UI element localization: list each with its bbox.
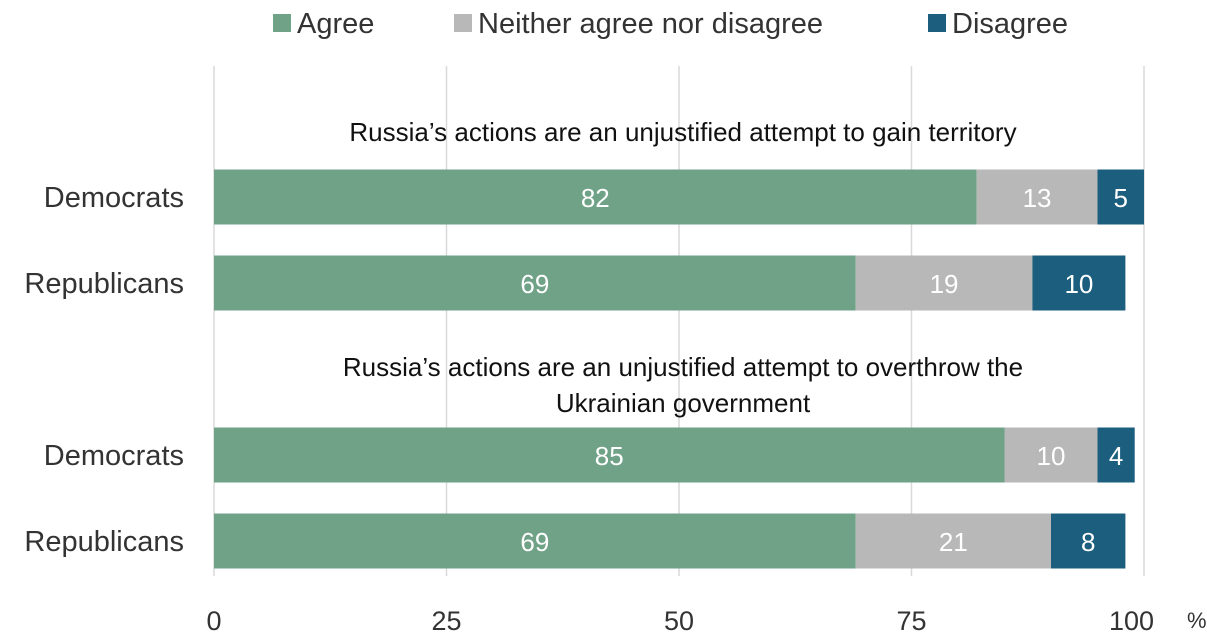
bar-segment-neither-agree-nor-disagree xyxy=(1004,427,1098,483)
bar-segment-agree xyxy=(214,427,1005,483)
legend-label: Neither agree nor disagree xyxy=(478,8,823,40)
x-tick-label: 75 xyxy=(896,606,926,634)
bar-segment-neither-agree-nor-disagree xyxy=(855,255,1033,311)
data-label: 10 xyxy=(1064,269,1093,299)
data-label: 82 xyxy=(581,183,610,213)
data-label: 21 xyxy=(939,527,968,557)
data-label: 19 xyxy=(930,269,959,299)
grid-layer xyxy=(213,66,1145,576)
data-label: 5 xyxy=(1114,183,1128,213)
bar-segment-agree xyxy=(214,169,977,225)
data-label: 10 xyxy=(1037,441,1066,471)
category-labels: Democrats Republicans Democrats Republicans xyxy=(24,182,184,558)
bar-segment-disagree xyxy=(1051,513,1126,569)
bars-layer: 82 13 5 69 19 10 85 10 4 69 21 8 xyxy=(214,169,1144,569)
x-tick-label: 50 xyxy=(664,606,694,634)
category-label: Democrats xyxy=(44,182,184,214)
data-label: 85 xyxy=(595,441,624,471)
group-titles: Russia’s actions are an unjustified atte… xyxy=(343,117,1023,418)
category-label: Democrats xyxy=(44,440,184,472)
legend-swatch-disagree xyxy=(928,14,946,32)
category-label: Republicans xyxy=(24,526,184,558)
x-tick-label: 25 xyxy=(431,606,461,634)
legend-label: Agree xyxy=(297,8,374,40)
bar-segment-neither-agree-nor-disagree xyxy=(976,169,1098,225)
category-label: Republicans xyxy=(24,268,184,300)
bar-segment-agree xyxy=(214,513,856,569)
bar-segment-disagree xyxy=(1032,255,1126,311)
x-axis: 0 25 50 75 100% xyxy=(206,606,1207,636)
x-axis-unit: % xyxy=(1187,608,1207,633)
data-label: 4 xyxy=(1109,441,1123,471)
x-tick-label: 100 xyxy=(1109,606,1154,634)
group-title: Russia’s actions are an unjustified atte… xyxy=(343,352,1023,382)
data-label: 8 xyxy=(1081,527,1095,557)
legend-label: Disagree xyxy=(952,8,1068,40)
bar-segment-disagree xyxy=(1097,169,1144,225)
bar-segment-neither-agree-nor-disagree xyxy=(855,513,1051,569)
data-label: 13 xyxy=(1023,183,1052,213)
group-title: Ukrainian government xyxy=(556,388,811,418)
bar-segment-disagree xyxy=(1097,427,1135,483)
legend-swatch-agree xyxy=(273,14,291,32)
x-tick-label: 0 xyxy=(206,606,221,634)
data-label: 69 xyxy=(520,269,549,299)
group-title: Russia’s actions are an unjustified atte… xyxy=(349,117,1016,147)
data-label: 69 xyxy=(520,527,549,557)
legend: Agree Neither agree nor disagree Disagree xyxy=(273,8,1068,40)
bar-segment-agree xyxy=(214,255,856,311)
legend-swatch-neither-agree-nor-disagree xyxy=(454,14,472,32)
